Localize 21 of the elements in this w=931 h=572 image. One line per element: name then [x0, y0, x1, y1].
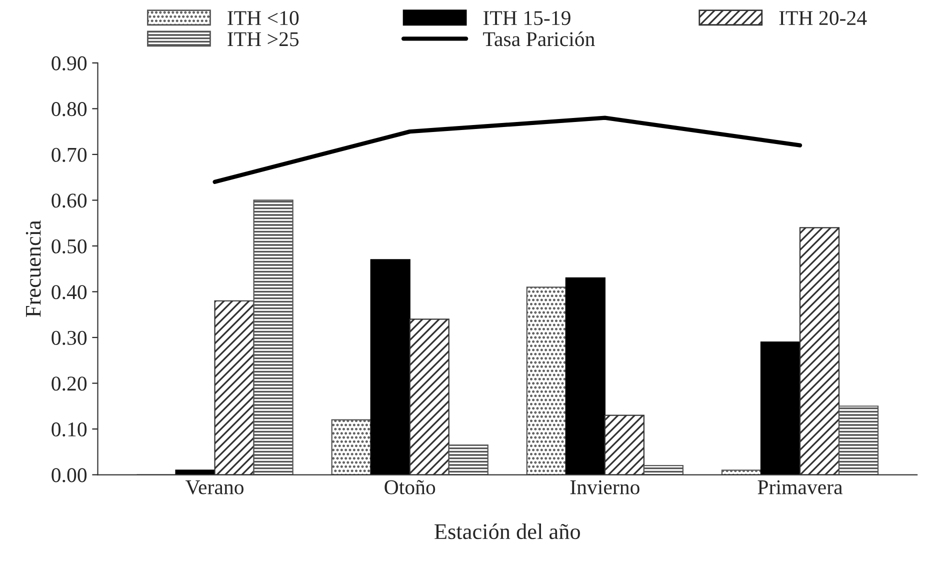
y-tick-label: 0.30: [52, 330, 87, 346]
y-tick-label: 0.90: [52, 56, 87, 70]
legend-label: ITH 15-19: [483, 11, 570, 26]
legend-label: Tasa Parición: [483, 31, 595, 46]
y-axis-title: Frecuencia: [26, 220, 41, 317]
legend-label: ITH <10: [228, 11, 299, 26]
legend-label: ITH 20-24: [779, 11, 867, 26]
y-tick-label: 0.20: [52, 376, 87, 391]
x-tick-label: Verano: [186, 480, 244, 494]
legend-label: ITH >25: [228, 32, 299, 46]
x-tick-label: Invierno: [570, 480, 640, 494]
y-tick-label: 0.00: [52, 468, 87, 482]
x-axis-title: Estación del año: [434, 523, 580, 540]
y-tick-label: 0.80: [52, 102, 87, 116]
y-tick-label: 0.60: [52, 194, 87, 208]
x-tick-label: Primavera: [758, 480, 843, 494]
y-tick-label: 0.70: [52, 148, 87, 162]
y-tick-label: 0.40: [52, 285, 87, 300]
y-tick-label: 0.50: [52, 239, 87, 254]
y-tick-label: 0.10: [52, 422, 87, 437]
x-tick-label: Otoño: [384, 480, 436, 494]
